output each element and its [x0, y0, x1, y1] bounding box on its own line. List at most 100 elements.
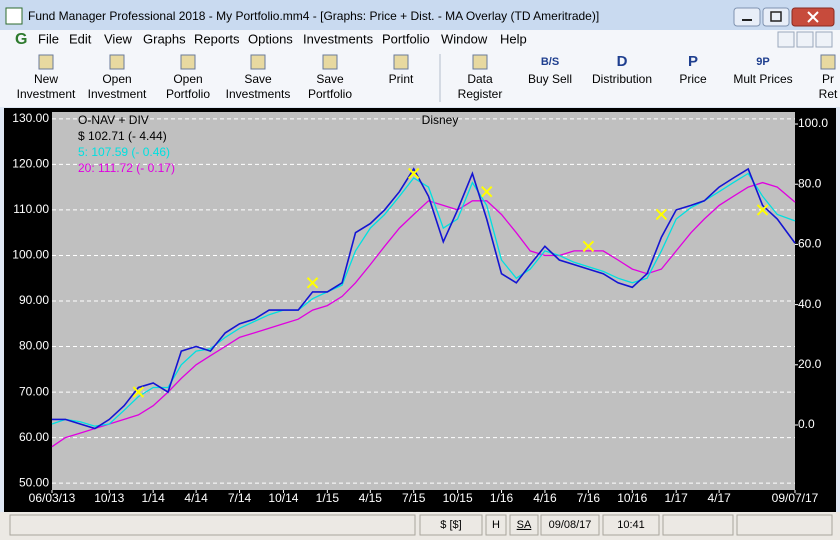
x-tick-label: 1/16 — [490, 491, 514, 505]
mdi-close[interactable] — [815, 31, 833, 48]
toolbar-icon — [820, 54, 836, 70]
y-tick-label: 90.00 — [19, 293, 49, 307]
mdi-minimize[interactable] — [777, 31, 795, 48]
toolbar-label: Mult Prices — [733, 72, 792, 86]
y2-tick-label: 0.0 — [798, 417, 815, 431]
toolbar-icon — [322, 54, 338, 70]
x-tick-label: 06/03/13 — [29, 491, 76, 505]
toolbar-button[interactable]: Print — [389, 54, 414, 86]
y2-tick-label: 100.0 — [798, 116, 828, 130]
toolbar-icon — [38, 54, 54, 70]
toolbar-label: Print — [389, 72, 414, 86]
toolbar-buttons: NewInvestmentOpenInvestmentOpenPortfolio… — [17, 53, 838, 101]
menu-item[interactable]: Window — [441, 31, 488, 46]
x-tick-label: 10/14 — [268, 491, 298, 505]
status-text: 10:41 — [617, 519, 645, 531]
legend-entry: $ 102.71 (- 4.44) — [78, 129, 167, 143]
toolbar-icon — [472, 54, 488, 70]
toolbar-button[interactable]: D Distribution — [592, 53, 652, 86]
toolbar-icon — [393, 54, 409, 70]
x-tick-label: 1/17 — [664, 491, 688, 505]
y-tick-label: 80.00 — [19, 339, 49, 353]
status-text: SA — [517, 519, 532, 531]
toolbar-label: Data — [467, 72, 493, 86]
toolbar-label: Open — [102, 72, 131, 86]
toolbar-button[interactable]: B/S Buy Sell — [528, 56, 572, 86]
toolbar-label: Ret — [819, 87, 838, 101]
menu-item[interactable]: Edit — [69, 31, 92, 46]
x-tick-label: 7/16 — [577, 491, 601, 505]
x-tick-label: 4/15 — [359, 491, 383, 505]
toolbar-button[interactable]: P Price — [679, 53, 707, 86]
toolbar-icon: 9P — [756, 56, 769, 68]
mdi-restore[interactable] — [796, 31, 814, 48]
toolbar-label: Price — [679, 72, 707, 86]
minimize-button[interactable] — [733, 7, 761, 27]
toolbar-label: Save — [316, 72, 344, 86]
chart-subtitle: O-NAV + DIV — [78, 113, 149, 127]
window-title: Fund Manager Professional 2018 - My Port… — [28, 9, 599, 23]
toolbar-label: Portfolio — [166, 87, 210, 101]
menu-item[interactable]: Reports — [194, 31, 240, 46]
status-panel — [540, 514, 600, 536]
toolbar-label: Open — [173, 72, 202, 86]
x-tick-label: 4/17 — [707, 491, 731, 505]
toolbar-button[interactable]: 9P Mult Prices — [733, 56, 792, 86]
status-panel — [485, 514, 507, 536]
crossover-marker — [408, 167, 420, 180]
title-bar — [0, 0, 840, 30]
menu-bar — [0, 30, 840, 50]
maximize-button[interactable] — [762, 7, 790, 27]
menu-item[interactable]: Investments — [303, 31, 374, 46]
toolbar — [0, 50, 840, 107]
status-panel — [509, 514, 539, 536]
crossover-marker — [306, 277, 319, 289]
menu-item[interactable]: Portfolio — [382, 31, 430, 46]
y2-tick-label: 20.0 — [798, 357, 822, 371]
chart: 50.00 60.00 70.00 80.00 90.00 100.00 110.00 120… — [12, 111, 828, 505]
toolbar-label: Save — [244, 72, 272, 86]
toolbar-icon: D — [617, 53, 628, 70]
menu-items: File Edit View Graphs Reports Options Investme… — [38, 31, 527, 46]
status-text: H — [492, 519, 500, 531]
toolbar-label: New — [34, 72, 58, 86]
menu-item[interactable]: Help — [500, 31, 527, 46]
menu-item[interactable]: View — [104, 31, 133, 46]
legend-entry: 5: 107.59 (- 0.46) — [78, 145, 170, 159]
crossover-marker — [481, 185, 493, 198]
y-tick-label: 110.00 — [13, 202, 49, 216]
toolbar-icon: B/S — [541, 56, 559, 68]
y2-tick-label: 80.0 — [798, 176, 822, 190]
close-glyph — [807, 11, 819, 23]
toolbar-label: Investment — [88, 87, 147, 101]
y2-tick-label: 60.0 — [798, 237, 822, 251]
status-text: 09/08/17 — [549, 519, 592, 531]
toolbar-icon — [250, 54, 266, 70]
menu-item[interactable]: File — [38, 31, 59, 46]
app-icon — [5, 7, 23, 25]
x-tick-label: 1/15 — [316, 491, 340, 505]
toolbar-label: Investments — [226, 87, 291, 101]
menu-icon: G — [15, 31, 27, 48]
maximize-glyph — [770, 11, 782, 22]
menu-item[interactable]: Options — [248, 31, 293, 46]
status-panel — [602, 514, 660, 536]
y-tick-label: 60.00 — [19, 430, 49, 444]
status-panel — [419, 514, 483, 536]
menu-item[interactable]: Graphs — [143, 31, 186, 46]
status-text: $ [$] — [440, 519, 461, 531]
status-panel — [9, 514, 416, 536]
x-tick-label: 7/15 — [402, 491, 426, 505]
crossover-marker — [582, 240, 595, 253]
y-tick-label: 100.00 — [12, 248, 49, 262]
x-tick-label: 1/14 — [141, 491, 165, 505]
legend-entry: 20: 111.72 (- 0.17) — [78, 161, 175, 175]
